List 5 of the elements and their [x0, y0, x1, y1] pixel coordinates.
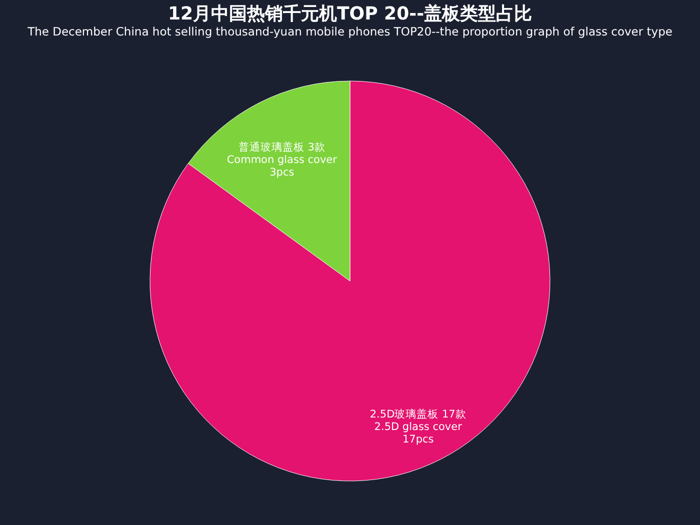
pie-slice: [150, 80, 550, 482]
chart-subtitle: The December China hot selling thousand-yuan mobile phones TOP20--the proportion graph of glass cover type: [26, 24, 672, 38]
slice-label: 普通玻璃盖板 3款 Common glass cover 3pcs: [226, 140, 338, 178]
chart-title: 12月中国热销千元机TOP 20--盖板类型占比: [168, 4, 532, 24]
slice-label: 2.5D玻璃盖板 17款 2.5D glass cover 17pcs: [370, 408, 466, 446]
